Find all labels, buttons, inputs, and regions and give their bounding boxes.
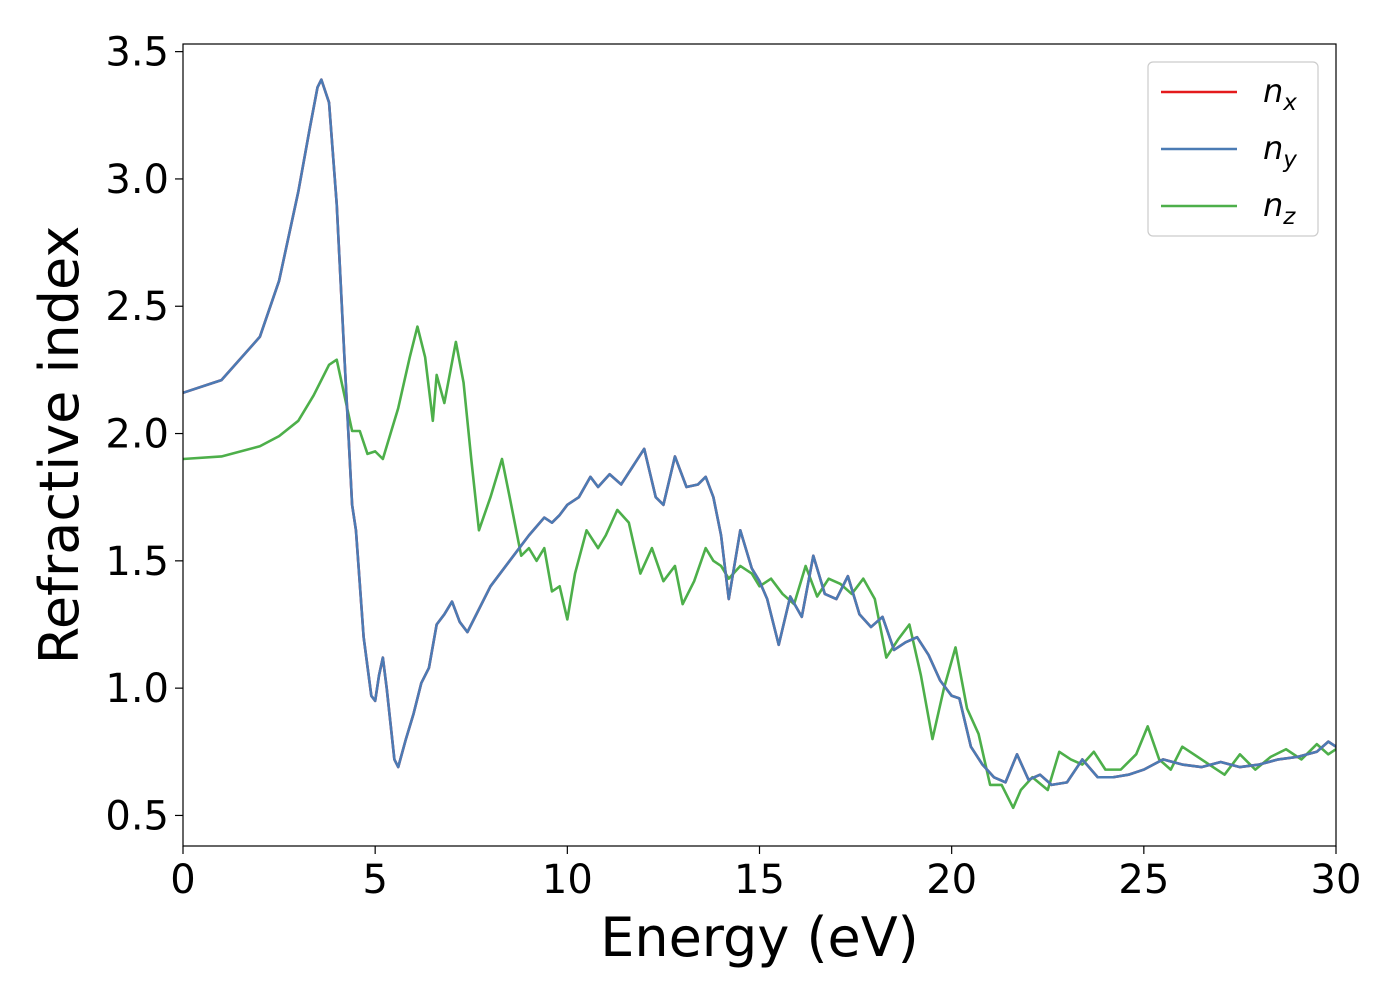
x-axis-title: Energy (eV): [600, 906, 919, 969]
y-axis-ticks: 0.5 1.0 1.5 2.0 2.5 3.0 3.5: [105, 30, 183, 839]
y-tick-label: 0.5: [105, 793, 169, 839]
x-tick-label: 20: [926, 857, 977, 903]
y-axis-title: Refractive index: [28, 226, 91, 665]
y-tick-label: 3.5: [105, 30, 169, 76]
legend-label-nz: nz: [1263, 186, 1296, 230]
series-layer: [183, 78, 1336, 810]
y-tick-label: 2.0: [105, 412, 169, 458]
y-tick-label: 1.0: [105, 666, 169, 712]
series-line-nz: [183, 325, 1336, 810]
x-tick-label: 10: [542, 857, 593, 903]
legend: nx ny nz: [1147, 61, 1319, 237]
y-tick-label: 2.5: [105, 284, 169, 330]
x-tick-label: 0: [170, 857, 195, 903]
y-tick-label: 1.5: [105, 539, 169, 585]
x-axis-ticks: 0 5 10 15 20 25 30: [170, 846, 1361, 903]
legend-label-ny: ny: [1263, 129, 1297, 173]
legend-label-nx: nx: [1263, 72, 1297, 116]
series-line-ny: [183, 78, 1336, 787]
x-tick-label: 5: [362, 857, 387, 903]
x-tick-label: 25: [1118, 857, 1169, 903]
x-tick-label: 30: [1311, 857, 1362, 903]
x-tick-label: 15: [734, 857, 785, 903]
y-tick-label: 3.0: [105, 157, 169, 203]
